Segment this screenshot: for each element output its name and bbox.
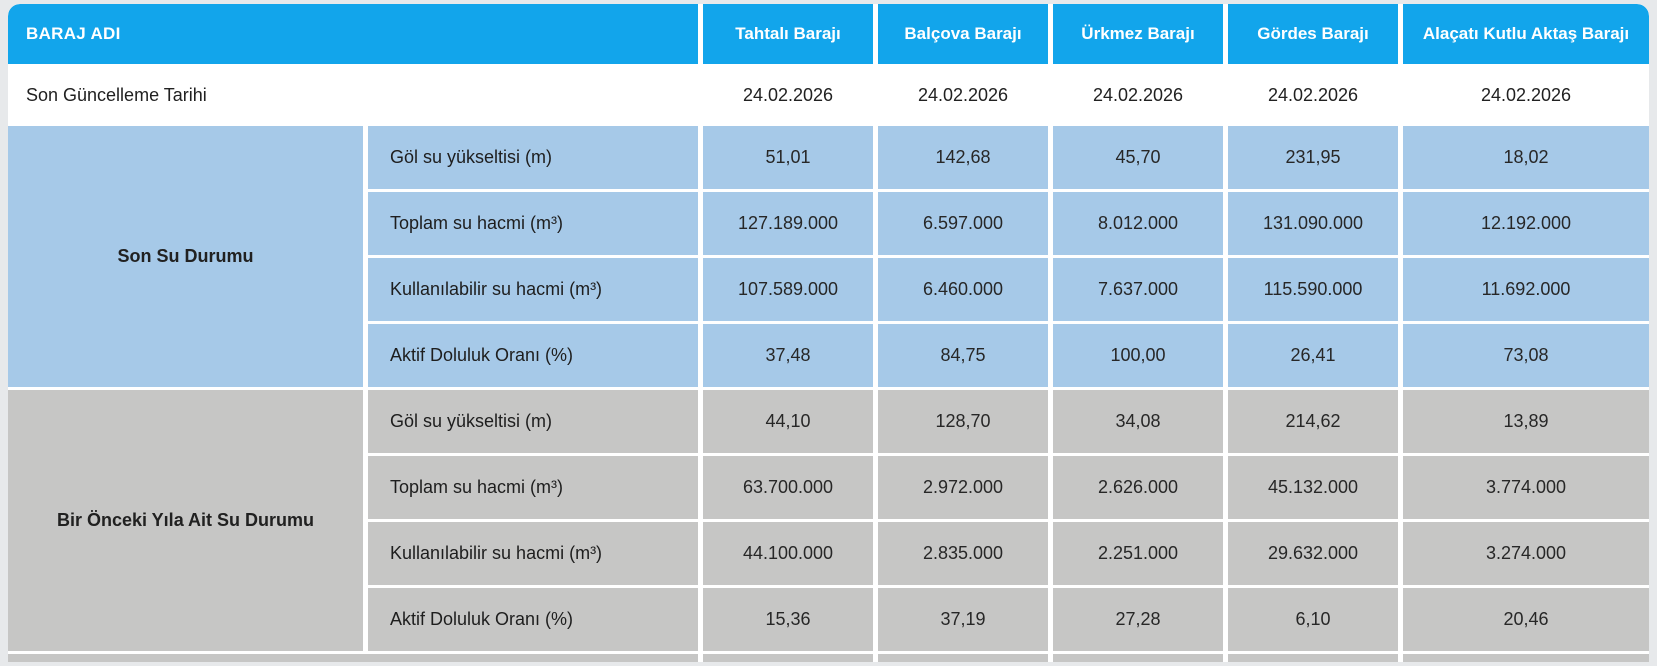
value-cell: 2.251.000 (1053, 522, 1223, 585)
clipped-next-row-cell (878, 654, 1048, 662)
value-cell: 7.637.000 (1053, 258, 1223, 321)
value-cell: 84,75 (878, 324, 1048, 387)
value-cell: 128,70 (878, 390, 1048, 453)
row-label-lake-level: Göl su yükseltisi (m) (368, 390, 698, 453)
last-update-date: 24.02.2026 (1053, 67, 1223, 123)
clipped-next-row-cell (1053, 654, 1223, 662)
column-header-dam-balcova: Balçova Barajı (878, 4, 1048, 64)
section-label-current-status: Son Su Durumu (8, 126, 363, 387)
value-cell: 45.132.000 (1228, 456, 1398, 519)
value-cell: 18,02 (1403, 126, 1649, 189)
value-cell: 73,08 (1403, 324, 1649, 387)
row-label-usable-volume: Kullanılabilir su hacmi (m³) (368, 522, 698, 585)
value-cell: 3.274.000 (1403, 522, 1649, 585)
value-cell: 63.700.000 (703, 456, 873, 519)
value-cell: 26,41 (1228, 324, 1398, 387)
value-cell: 231,95 (1228, 126, 1398, 189)
value-cell: 131.090.000 (1228, 192, 1398, 255)
column-header-dam-gordes: Gördes Barajı (1228, 4, 1398, 64)
section-label-previous-year: Bir Önceki Yıla Ait Su Durumu (8, 390, 363, 651)
last-update-date: 24.02.2026 (703, 67, 873, 123)
value-cell: 37,48 (703, 324, 873, 387)
column-header-dam-urkmez: Ürkmez Barajı (1053, 4, 1223, 64)
clipped-next-row-cell (1403, 654, 1649, 662)
dam-status-grid: BARAJ ADI Tahtalı Barajı Balçova Barajı … (8, 4, 1649, 662)
value-cell: 44,10 (703, 390, 873, 453)
value-cell: 2.626.000 (1053, 456, 1223, 519)
value-cell: 34,08 (1053, 390, 1223, 453)
dam-status-table: BARAJ ADI Tahtalı Barajı Balçova Barajı … (8, 4, 1649, 662)
value-cell: 6.597.000 (878, 192, 1048, 255)
last-update-row-label: Son Güncelleme Tarihi (8, 67, 698, 123)
column-header-dam-alacati: Alaçatı Kutlu Aktaş Barajı (1403, 4, 1649, 64)
value-cell: 11.692.000 (1403, 258, 1649, 321)
value-cell: 214,62 (1228, 390, 1398, 453)
row-label-usable-volume: Kullanılabilir su hacmi (m³) (368, 258, 698, 321)
value-cell: 2.972.000 (878, 456, 1048, 519)
value-cell: 2.835.000 (878, 522, 1048, 585)
value-cell: 3.774.000 (1403, 456, 1649, 519)
clipped-next-row-cell (703, 654, 873, 662)
value-cell: 29.632.000 (1228, 522, 1398, 585)
value-cell: 37,19 (878, 588, 1048, 651)
clipped-next-row-cell (1228, 654, 1398, 662)
value-cell: 51,01 (703, 126, 873, 189)
last-update-date: 24.02.2026 (878, 67, 1048, 123)
last-update-date: 24.02.2026 (1403, 67, 1649, 123)
column-header-baraj-adi: BARAJ ADI (8, 4, 698, 64)
value-cell: 8.012.000 (1053, 192, 1223, 255)
value-cell: 20,46 (1403, 588, 1649, 651)
value-cell: 15,36 (703, 588, 873, 651)
row-label-active-fill-rate: Aktif Doluluk Oranı (%) (368, 588, 698, 651)
value-cell: 44.100.000 (703, 522, 873, 585)
value-cell: 115.590.000 (1228, 258, 1398, 321)
value-cell: 6,10 (1228, 588, 1398, 651)
row-label-total-volume: Toplam su hacmi (m³) (368, 192, 698, 255)
value-cell: 27,28 (1053, 588, 1223, 651)
value-cell: 13,89 (1403, 390, 1649, 453)
value-cell: 6.460.000 (878, 258, 1048, 321)
clipped-next-row-label (8, 654, 698, 662)
value-cell: 45,70 (1053, 126, 1223, 189)
last-update-date: 24.02.2026 (1228, 67, 1398, 123)
value-cell: 127.189.000 (703, 192, 873, 255)
value-cell: 107.589.000 (703, 258, 873, 321)
row-label-lake-level: Göl su yükseltisi (m) (368, 126, 698, 189)
value-cell: 142,68 (878, 126, 1048, 189)
row-label-active-fill-rate: Aktif Doluluk Oranı (%) (368, 324, 698, 387)
value-cell: 100,00 (1053, 324, 1223, 387)
row-label-total-volume: Toplam su hacmi (m³) (368, 456, 698, 519)
value-cell: 12.192.000 (1403, 192, 1649, 255)
column-header-dam-tahtali: Tahtalı Barajı (703, 4, 873, 64)
